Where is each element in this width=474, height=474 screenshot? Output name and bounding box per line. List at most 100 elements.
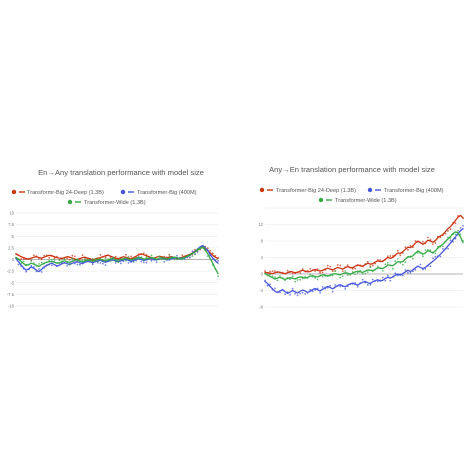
data-point-red [271, 270, 274, 273]
data-point-red [48, 256, 51, 259]
data-point-green [394, 260, 397, 263]
data-point-red [56, 255, 58, 258]
data-point-red [386, 255, 389, 258]
data-point-green [354, 273, 357, 275]
data-point-blue [153, 259, 156, 261]
data-point-blue [351, 282, 354, 285]
data-point-red [109, 256, 112, 259]
data-point-green [183, 256, 186, 259]
data-point-red [459, 214, 462, 217]
data-point-green [191, 255, 194, 257]
data-point-green [84, 258, 86, 261]
data-point-blue [321, 286, 324, 288]
data-point-green [45, 261, 48, 264]
data-point-blue [319, 292, 321, 294]
legend-label-green: Transformer-Wide (1.3B) [84, 200, 146, 206]
data-point-red [407, 248, 409, 251]
data-point-green [33, 262, 35, 265]
data-point-blue [311, 290, 314, 293]
data-point-red [301, 268, 304, 271]
data-point-red [391, 255, 394, 257]
data-point-red [214, 254, 217, 257]
data-point-red [61, 257, 63, 260]
plot-area [264, 214, 464, 297]
data-point-green [35, 264, 38, 267]
data-point-red [168, 253, 171, 256]
data-point-green [27, 263, 30, 266]
data-point-blue [45, 264, 48, 266]
data-point-red [45, 254, 48, 257]
y-tick-label: -2.5 [7, 269, 15, 274]
data-point-blue [40, 271, 43, 273]
data-point-blue [304, 293, 306, 295]
data-point-red [319, 271, 321, 274]
data-point-green [186, 255, 189, 258]
data-point-red [33, 254, 35, 256]
data-point-red [399, 254, 402, 257]
data-point-green [457, 229, 459, 232]
data-point-green [427, 248, 429, 251]
data-point-green [331, 274, 334, 277]
data-point-blue [301, 291, 304, 294]
data-point-green [346, 274, 349, 276]
data-point-green [122, 258, 125, 261]
data-point-green [196, 248, 199, 250]
data-point-red [269, 270, 271, 273]
data-point-blue [35, 270, 38, 273]
data-point-blue [217, 260, 219, 262]
data-point-blue [371, 278, 374, 281]
data-point-blue [401, 274, 404, 277]
data-point-blue [349, 283, 352, 286]
data-point-red [130, 255, 132, 258]
data-point-blue [104, 264, 107, 266]
data-point-green [127, 255, 130, 258]
data-point-blue [369, 283, 372, 286]
data-point-green [145, 256, 148, 259]
data-point-blue [140, 260, 143, 263]
data-point-red [412, 246, 414, 249]
y-tick-label: 10 [9, 211, 14, 216]
data-point-red [294, 272, 296, 274]
data-point-green [119, 258, 122, 261]
legend-label-green: Transformer-Wide (1.3B) [335, 198, 397, 204]
data-point-green [439, 245, 442, 248]
data-point-green [142, 259, 145, 262]
data-point-blue [326, 287, 329, 289]
legend-marker-blue [120, 189, 126, 195]
data-point-green [339, 276, 342, 279]
data-point-green [114, 260, 117, 263]
data-point-red [374, 262, 377, 265]
data-point-green [419, 252, 422, 254]
data-point-green [96, 261, 99, 263]
data-point-red [86, 257, 89, 260]
data-point-red [212, 252, 214, 255]
data-point-red [444, 232, 447, 235]
data-point-blue [442, 248, 444, 250]
data-point-green [150, 254, 153, 257]
data-point-red [414, 240, 417, 242]
data-point-blue [269, 283, 271, 286]
data-point-green [454, 233, 457, 236]
data-point-green [279, 275, 281, 277]
data-point-green [304, 276, 306, 278]
data-point-green [432, 251, 434, 254]
en-to-any-chart: En→Any translation performance with mode… [6, 165, 228, 310]
data-point-green [81, 259, 84, 262]
data-point-red [409, 244, 412, 247]
en-to-any-chart-svg: En→Any translation performance with mode… [7, 168, 219, 309]
data-point-red [309, 267, 311, 270]
data-point-blue [48, 263, 51, 266]
data-point-green [329, 274, 332, 277]
data-point-red [73, 255, 76, 258]
data-point-green [334, 270, 337, 272]
data-point-blue [119, 262, 122, 265]
data-point-blue [176, 254, 179, 257]
data-point-red [71, 254, 74, 257]
y-tick-label: 0 [12, 257, 15, 262]
data-point-red [452, 222, 454, 224]
legend-marker-green [318, 197, 324, 203]
data-point-green [344, 270, 347, 272]
data-point-blue [271, 288, 274, 291]
legend-label-blue: Transformer-Big (400M) [137, 190, 197, 196]
data-point-blue [396, 274, 399, 277]
